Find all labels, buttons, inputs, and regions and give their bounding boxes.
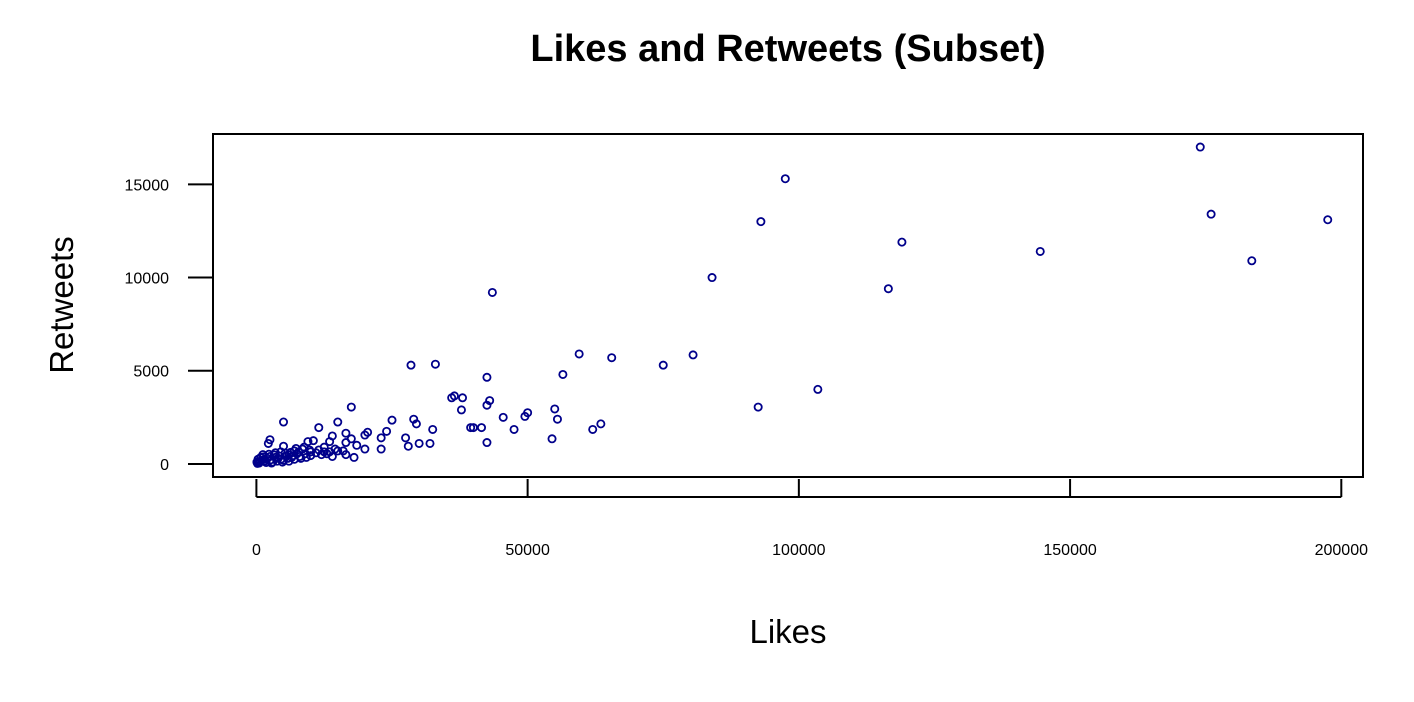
data-point	[607, 353, 617, 363]
data-point	[753, 402, 763, 412]
data-point	[1195, 142, 1205, 152]
data-point	[308, 436, 318, 446]
data-point	[1035, 246, 1045, 256]
data-point	[269, 450, 279, 460]
x-tick-label: 100000	[772, 542, 825, 559]
data-point	[552, 414, 562, 424]
data-point	[430, 359, 440, 369]
data-point	[1323, 215, 1333, 225]
data-point	[482, 400, 492, 410]
data-point	[458, 393, 468, 403]
data-point	[280, 448, 290, 458]
data-points	[252, 142, 1333, 468]
data-point	[360, 444, 370, 454]
y-tick-label: 0	[160, 457, 169, 474]
y-axis: 0 5000 10000 15000	[125, 177, 213, 474]
data-point	[596, 419, 606, 429]
data-point	[352, 440, 362, 450]
data-point	[387, 415, 397, 425]
plot-frame	[212, 133, 1364, 478]
data-point	[406, 360, 416, 370]
data-point	[279, 417, 289, 427]
data-point	[897, 237, 907, 247]
data-point	[401, 433, 411, 443]
data-point	[780, 174, 790, 184]
data-point	[341, 438, 351, 448]
data-point	[520, 411, 530, 421]
x-axis: 0 50000 100000 150000 200000	[252, 479, 1368, 559]
data-point	[411, 419, 421, 429]
data-point	[287, 452, 297, 462]
data-point	[341, 428, 351, 438]
data-point	[558, 369, 568, 379]
data-point	[487, 287, 497, 297]
data-point	[305, 445, 315, 455]
data-point	[428, 424, 438, 434]
data-point	[482, 438, 492, 448]
data-point	[291, 443, 301, 453]
data-point	[482, 372, 492, 382]
data-point	[447, 393, 457, 403]
data-point	[468, 423, 478, 433]
data-point	[688, 350, 698, 360]
x-tick-label: 200000	[1315, 542, 1368, 559]
x-tick-label: 150000	[1043, 542, 1096, 559]
data-point	[425, 438, 435, 448]
data-point	[301, 452, 311, 462]
data-point	[414, 438, 424, 448]
data-point	[314, 423, 324, 433]
x-axis-title: Likes	[749, 613, 826, 650]
data-point	[756, 217, 766, 227]
data-point	[296, 453, 306, 463]
data-point	[813, 384, 823, 394]
data-point	[349, 452, 359, 462]
data-point	[574, 349, 584, 359]
data-point	[360, 430, 370, 440]
data-point	[509, 424, 519, 434]
x-tick-label: 50000	[505, 542, 550, 559]
y-tick-label: 10000	[125, 271, 170, 288]
data-point	[707, 273, 717, 283]
data-point	[883, 284, 893, 294]
data-point	[346, 402, 356, 412]
data-point	[263, 438, 273, 448]
data-point	[325, 447, 335, 457]
data-point	[341, 450, 351, 460]
data-point	[477, 423, 487, 433]
data-point	[264, 449, 274, 459]
x-tick-label: 0	[252, 542, 261, 559]
data-point	[376, 444, 386, 454]
data-point	[333, 446, 343, 456]
data-point	[498, 412, 508, 422]
y-tick-label: 5000	[133, 364, 169, 381]
y-tick-label: 15000	[125, 177, 170, 194]
data-point	[319, 442, 329, 452]
data-point	[456, 405, 466, 415]
data-point	[267, 458, 277, 468]
data-point	[550, 404, 560, 414]
data-point	[1247, 256, 1257, 266]
data-point	[658, 360, 668, 370]
data-point	[1206, 209, 1216, 219]
chart-title: Likes and Retweets (Subset)	[530, 28, 1045, 70]
data-point	[403, 441, 413, 451]
data-point	[376, 433, 386, 443]
y-axis-title: Retweets	[43, 236, 80, 374]
data-point	[382, 426, 392, 436]
data-point	[547, 434, 557, 444]
data-point	[466, 423, 476, 433]
data-point	[588, 424, 598, 434]
data-point	[333, 417, 343, 427]
data-point	[325, 437, 335, 447]
